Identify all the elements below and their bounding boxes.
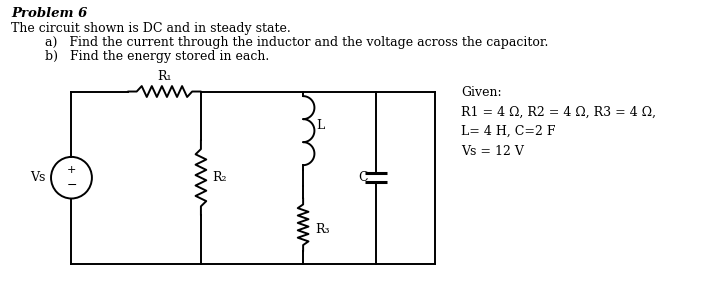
Text: b)   Find the energy stored in each.: b) Find the energy stored in each.: [45, 50, 269, 63]
Text: R₁: R₁: [157, 70, 172, 83]
Text: R₃: R₃: [315, 223, 329, 236]
Text: C: C: [359, 171, 368, 184]
Text: L= 4 H, C=2 F: L= 4 H, C=2 F: [460, 125, 555, 138]
Text: a)   Find the current through the inductor and the voltage across the capacitor.: a) Find the current through the inductor…: [45, 36, 548, 49]
Text: R1 = 4 Ω, R2 = 4 Ω, R3 = 4 Ω,: R1 = 4 Ω, R2 = 4 Ω, R3 = 4 Ω,: [460, 105, 656, 118]
Text: Vs = 12 V: Vs = 12 V: [460, 145, 524, 158]
Text: +: +: [67, 165, 76, 175]
Text: L: L: [317, 119, 325, 132]
Text: −: −: [66, 179, 77, 192]
Text: R₂: R₂: [212, 171, 227, 184]
Text: The circuit shown is DC and in steady state.: The circuit shown is DC and in steady st…: [11, 22, 291, 35]
Text: Vs: Vs: [30, 171, 45, 184]
Text: Problem 6: Problem 6: [11, 7, 87, 20]
Text: Given:: Given:: [460, 86, 501, 98]
